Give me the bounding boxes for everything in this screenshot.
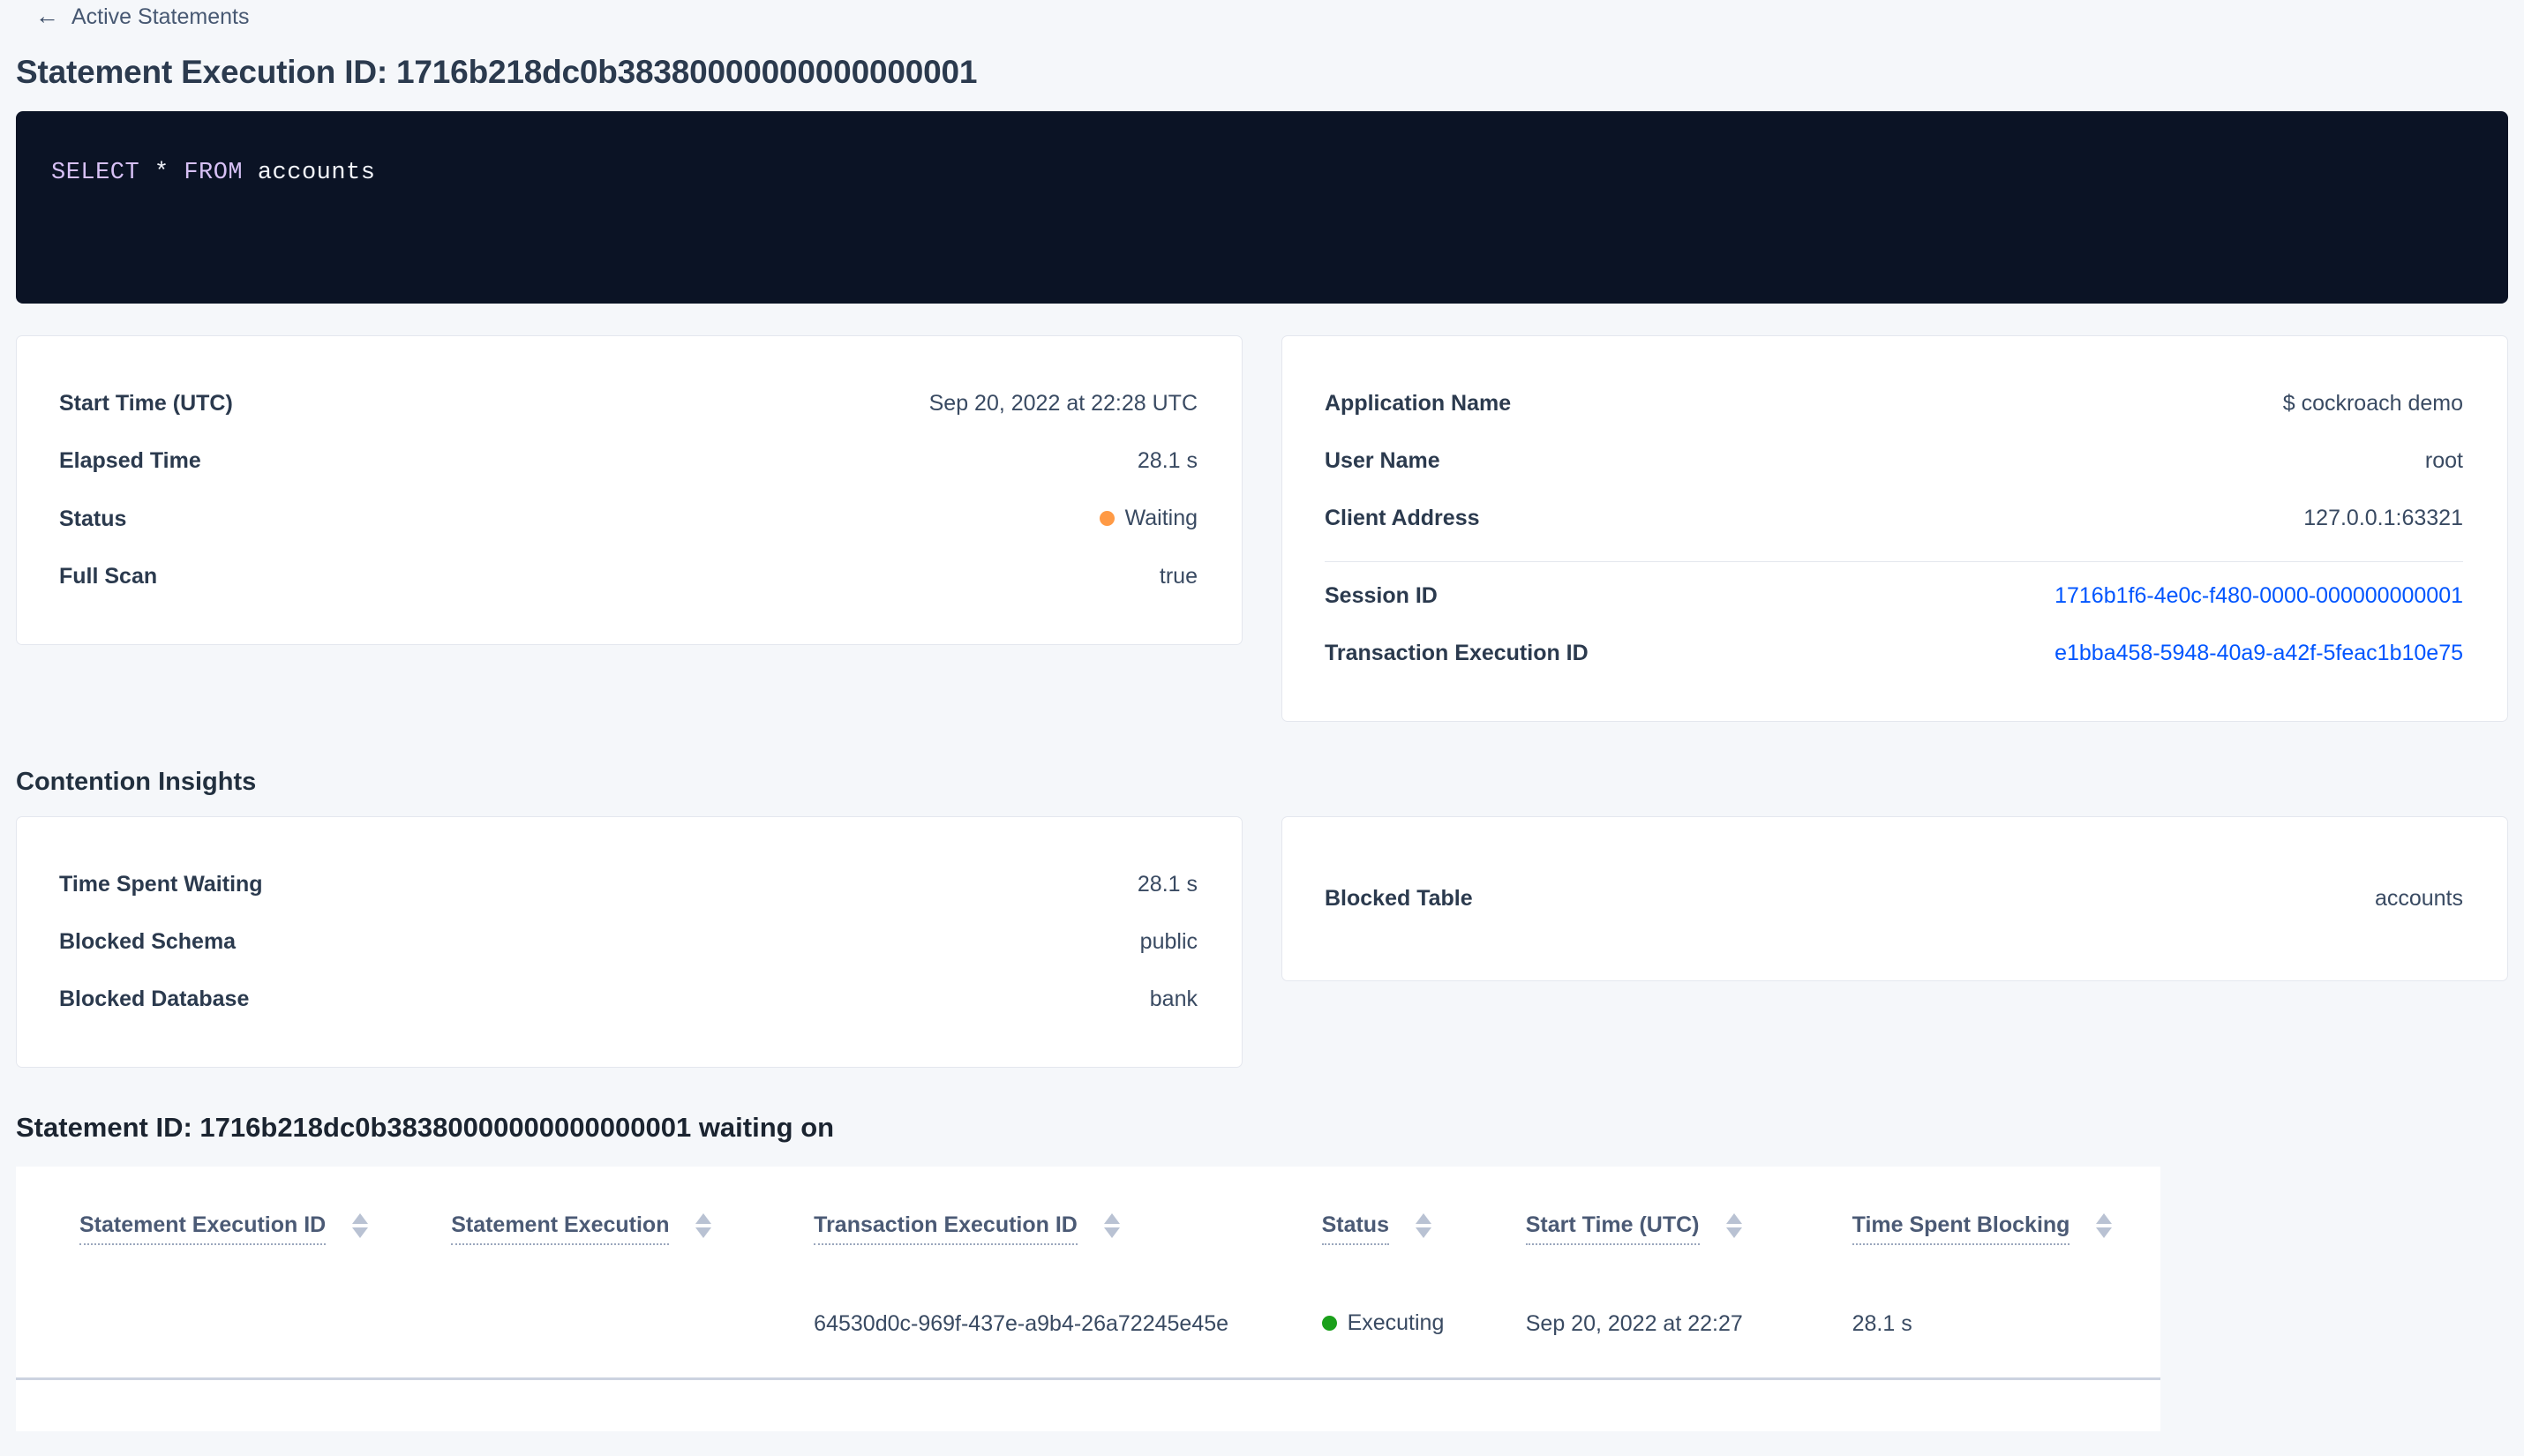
client-address-value: 127.0.0.1:63321 <box>2303 506 2463 531</box>
column-header-start-time[interactable]: Start Time (UTC) <box>1525 1167 1852 1275</box>
sort-arrows-icon[interactable] <box>2096 1213 2113 1239</box>
cell-statement-execution-id <box>16 1275 452 1381</box>
time-spent-waiting-label: Time Spent Waiting <box>59 872 263 897</box>
waiting-on-table: Statement Execution ID Statement Executi… <box>16 1167 2160 1381</box>
status-dot-icon <box>1099 511 1115 527</box>
column-label: Transaction Execution ID <box>814 1212 1078 1246</box>
status-label: Status <box>59 506 127 531</box>
session-id-row: Session ID 1716b1f6-4e0c-f480-0000-00000… <box>1325 567 2463 625</box>
column-label: Statement Execution <box>451 1212 670 1246</box>
table-head: Statement Execution ID Statement Executi… <box>16 1167 2160 1275</box>
blocked-database-label: Blocked Database <box>59 987 250 1012</box>
contention-details-card: Time Spent Waiting 28.1 s Blocked Schema… <box>16 816 1243 1069</box>
blocked-schema-value: public <box>1139 929 1198 955</box>
transaction-execution-id-link[interactable]: e1bba458-5948-40a9-a42f-5feac1b10e75 <box>2055 641 2463 666</box>
contention-cards-row: Time Spent Waiting 28.1 s Blocked Schema… <box>16 816 2508 1069</box>
waiting-on-table-panel: Statement Execution ID Statement Executi… <box>16 1167 2160 1432</box>
cell-statement-execution <box>451 1275 815 1381</box>
elapsed-time-label: Elapsed Time <box>59 448 201 474</box>
application-name-value: $ cockroach demo <box>2282 391 2463 417</box>
table-body: 64530d0c-969f-437e-a9b4-26a72245e45e Exe… <box>16 1275 2160 1381</box>
user-name-value: root <box>2424 448 2463 474</box>
user-name-row: User Name root <box>1325 432 2463 490</box>
column-header-time-spent-blocking[interactable]: Time Spent Blocking <box>1852 1167 2160 1275</box>
sort-arrows-icon[interactable] <box>695 1213 712 1239</box>
back-to-active-statements-link[interactable]: ← Active Statements <box>16 0 249 34</box>
user-name-label: User Name <box>1325 448 1440 474</box>
contention-insights-heading: Contention Insights <box>16 768 257 797</box>
sort-arrows-icon[interactable] <box>1415 1213 1431 1239</box>
sort-arrows-icon[interactable] <box>1103 1213 1120 1239</box>
time-spent-waiting-value: 28.1 s <box>1137 872 1198 897</box>
blocked-table-row: Blocked Table accounts <box>1325 870 2463 927</box>
cell-transaction-execution-id: 64530d0c-969f-437e-a9b4-26a72245e45e <box>814 1275 1322 1381</box>
overview-cards-row: Start Time (UTC) Sep 20, 2022 at 22:28 U… <box>16 335 2508 723</box>
sort-arrows-icon[interactable] <box>1725 1213 1742 1239</box>
session-id-label: Session ID <box>1325 583 1438 609</box>
column-header-statement-execution-id[interactable]: Statement Execution ID <box>16 1167 451 1275</box>
full-scan-value: true <box>1159 564 1198 589</box>
session-overview-card: Application Name $ cockroach demo User N… <box>1281 335 2508 723</box>
column-header-statement-execution[interactable]: Statement Execution <box>451 1167 814 1275</box>
cell-start-time: Sep 20, 2022 at 22:27 <box>1525 1275 1852 1381</box>
time-spent-waiting-row: Time Spent Waiting 28.1 s <box>59 856 1198 913</box>
full-scan-label: Full Scan <box>59 564 158 589</box>
start-time-row: Start Time (UTC) Sep 20, 2022 at 22:28 U… <box>59 375 1198 432</box>
column-label: Start Time (UTC) <box>1525 1212 1700 1246</box>
elapsed-time-value: 28.1 s <box>1137 448 1198 474</box>
blocked-table-card: Blocked Table accounts <box>1281 816 2508 982</box>
sql-keyword-from: FROM <box>184 160 244 187</box>
session-id-link[interactable]: 1716b1f6-4e0c-f480-0000-000000000001 <box>2055 583 2463 609</box>
statement-overview-card: Start Time (UTC) Sep 20, 2022 at 22:28 U… <box>16 335 1243 646</box>
elapsed-time-row: Elapsed Time 28.1 s <box>59 432 1198 490</box>
sql-keyword-select: SELECT <box>51 160 140 187</box>
status-row: Status Waiting <box>59 490 1198 548</box>
back-link-label: Active Statements <box>71 4 250 29</box>
blocked-table-label: Blocked Table <box>1325 886 1473 912</box>
start-time-value: Sep 20, 2022 at 22:28 UTC <box>928 391 1198 417</box>
start-time-label: Start Time (UTC) <box>59 391 233 417</box>
blocked-table-value: accounts <box>2374 886 2463 912</box>
table-row[interactable]: 64530d0c-969f-437e-a9b4-26a72245e45e Exe… <box>16 1275 2160 1381</box>
blocked-database-row: Blocked Database bank <box>59 971 1198 1028</box>
column-label: Status <box>1321 1212 1389 1246</box>
cell-status: Executing <box>1321 1275 1526 1381</box>
blocked-schema-label: Blocked Schema <box>59 929 237 955</box>
column-header-status[interactable]: Status <box>1321 1167 1526 1275</box>
transaction-execution-id-row: Transaction Execution ID e1bba458-5948-4… <box>1325 625 2463 682</box>
table-header-row: Statement Execution ID Statement Executi… <box>16 1167 2160 1275</box>
column-label: Statement Execution ID <box>79 1212 327 1246</box>
blocked-database-value: bank <box>1149 987 1198 1012</box>
card-divider <box>1325 561 2463 563</box>
row-status-label: Executing <box>1347 1310 1445 1336</box>
column-header-transaction-execution-id[interactable]: Transaction Execution ID <box>814 1167 1321 1275</box>
sql-statement-block: SELECT * FROM accounts <box>16 111 2508 304</box>
cell-time-spent-blocking: 28.1 s <box>1852 1275 2160 1381</box>
sql-table-identifier: accounts <box>257 160 376 187</box>
client-address-label: Client Address <box>1325 506 1480 531</box>
arrow-left-icon: ← <box>35 2 59 29</box>
application-name-row: Application Name $ cockroach demo <box>1325 375 2463 432</box>
column-label: Time Spent Blocking <box>1852 1212 2070 1246</box>
client-address-row: Client Address 127.0.0.1:63321 <box>1325 490 2463 547</box>
sql-operator-star: * <box>154 160 169 187</box>
sort-arrows-icon[interactable] <box>352 1213 369 1239</box>
status-value: Waiting <box>1124 506 1198 531</box>
status-value-wrapper: Waiting <box>1099 506 1198 532</box>
row-status-dot-icon <box>1321 1316 1337 1332</box>
waiting-on-heading: Statement ID: 1716b218dc0b38380000000000… <box>16 1112 835 1144</box>
application-name-label: Application Name <box>1325 391 1512 417</box>
transaction-execution-id-label: Transaction Execution ID <box>1325 641 1589 666</box>
page-title: Statement Execution ID: 1716b218dc0b3838… <box>16 54 978 90</box>
blocked-schema-row: Blocked Schema public <box>59 913 1198 971</box>
full-scan-row: Full Scan true <box>59 548 1198 605</box>
